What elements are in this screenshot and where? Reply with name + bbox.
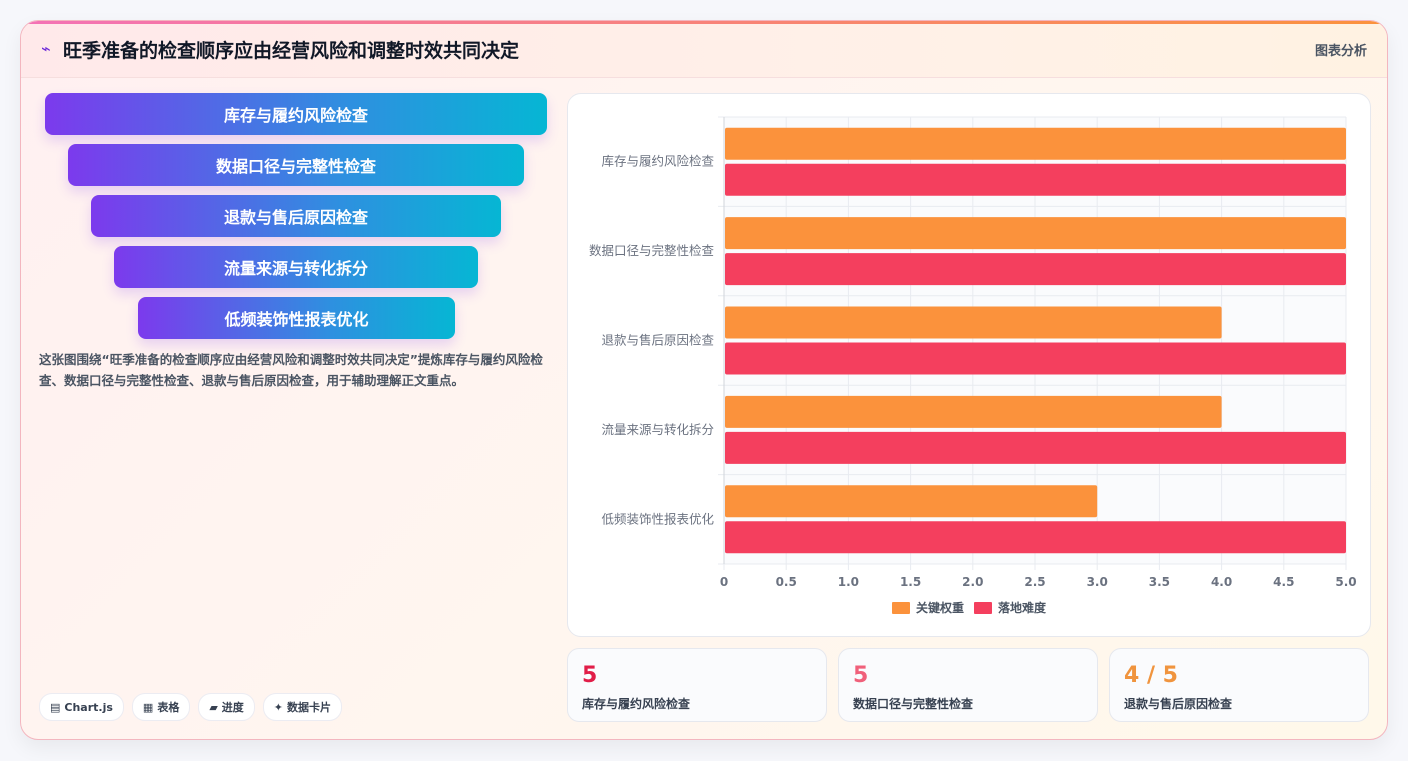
stat-label: 库存与履约风险检查 (582, 697, 691, 711)
bar-difficulty (725, 342, 1346, 375)
chart-description: 这张图围绕“旺季准备的检查顺序应由经营风险和调整时效共同决定”提炼库存与履约风险… (39, 352, 543, 388)
chip-progress[interactable]: ▰ 进度 (198, 693, 255, 721)
bar-chart: 0 0.5 1.0 1.5 2.0 2.5 3.0 3.5 4.0 4.5 5.0 库存与履约风险检查… (589, 116, 1357, 615)
spark-icon: ⌁ (41, 39, 51, 58)
page-title: 旺季准备的检查顺序应由经营风险和调整时效共同决定 (63, 40, 520, 62)
stat-label: 退款与售后原因检查 (1124, 697, 1233, 711)
legend-swatch (892, 602, 910, 614)
x-tick-label: 4.0 (1211, 575, 1232, 589)
stat-value: 4 / 5 (1124, 663, 1178, 688)
bar-difficulty (725, 253, 1346, 286)
funnel-step-2: 数据口径与完整性检查 (68, 144, 524, 186)
funnel-step-5: 低频装饰性报表优化 (138, 297, 455, 339)
legend-swatch (974, 602, 992, 614)
chart-panel: 0 0.5 1.0 1.5 2.0 2.5 3.0 3.5 4.0 4.5 5.0 库存与履约风险检查… (567, 93, 1371, 637)
category-label: 退款与售后原因检查 (601, 333, 714, 348)
x-tick-label: 5.0 (1335, 575, 1356, 589)
chip-chartjs[interactable]: ▤ Chart.js (39, 693, 124, 721)
x-tick-label: 0 (720, 575, 728, 589)
x-tick-label: 3.5 (1149, 575, 1170, 589)
x-tick-label: 2.5 (1024, 575, 1045, 589)
category-label: 流量来源与转化拆分 (601, 422, 714, 437)
stat-card-1: 5 库存与履约风险检查 (567, 648, 827, 722)
bar-difficulty (725, 431, 1346, 464)
chip-label: 数据卡片 (287, 701, 332, 714)
category-label: 低频装饰性报表优化 (601, 511, 714, 526)
chip-label: 表格 (157, 701, 180, 714)
chip-label: Chart.js (64, 700, 113, 714)
bar-key-weight (725, 395, 1222, 428)
chart-icon: ▤ (50, 700, 61, 714)
stat-card-3: 4 / 5 退款与售后原因检查 (1109, 648, 1369, 722)
stat-value: 5 (582, 663, 598, 688)
progress-icon: ▰ (209, 700, 218, 714)
chip-table[interactable]: ▦ 表格 (131, 693, 191, 721)
bar-difficulty (725, 163, 1346, 196)
stat-card-2: 5 数据口径与完整性检查 (838, 648, 1098, 722)
x-tick-label: 4.5 (1273, 575, 1294, 589)
legend-label: 落地难度 (998, 600, 1047, 615)
bar-key-weight (725, 485, 1098, 518)
x-tick-label: 0.5 (776, 575, 797, 589)
bar-difficulty (725, 521, 1346, 554)
main-card: ⌁ 旺季准备的检查顺序应由经营风险和调整时效共同决定 图表分析 库存与履约风险检… (20, 20, 1388, 740)
funnel-step-3: 退款与售后原因检查 (91, 195, 501, 237)
x-tick-label: 2.0 (962, 575, 983, 589)
header-bar: ⌁ 旺季准备的检查顺序应由经营风险和调整时效共同决定 图表分析 (21, 21, 1387, 78)
chip-row: ▤ Chart.js ▦ 表格 ▰ 进度 ✦ 数据卡片 (39, 693, 343, 721)
sparkle-icon: ✦ (273, 700, 284, 714)
chip-label: 进度 (221, 701, 244, 714)
x-tick-label: 3.0 (1087, 575, 1108, 589)
category-label: 库存与履约风险检查 (601, 154, 714, 169)
table-icon: ▦ (142, 700, 154, 714)
stat-label: 数据口径与完整性检查 (853, 697, 974, 711)
bar-key-weight (725, 127, 1346, 160)
stat-value: 5 (853, 663, 869, 688)
bar-key-weight (725, 217, 1346, 250)
funnel-step-1: 库存与履约风险检查 (45, 93, 547, 135)
x-tick-label: 1.0 (838, 575, 859, 589)
x-tick-label: 1.5 (900, 575, 921, 589)
legend-label: 关键权重 (916, 600, 964, 615)
funnel-step-4: 流量来源与转化拆分 (114, 246, 478, 288)
category-label: 数据口径与完整性检查 (589, 243, 715, 258)
bar-key-weight (725, 306, 1222, 339)
chip-data-card[interactable]: ✦ 数据卡片 (262, 693, 343, 721)
section-tag: 图表分析 (1314, 44, 1367, 59)
header-accent-line (21, 21, 1387, 24)
